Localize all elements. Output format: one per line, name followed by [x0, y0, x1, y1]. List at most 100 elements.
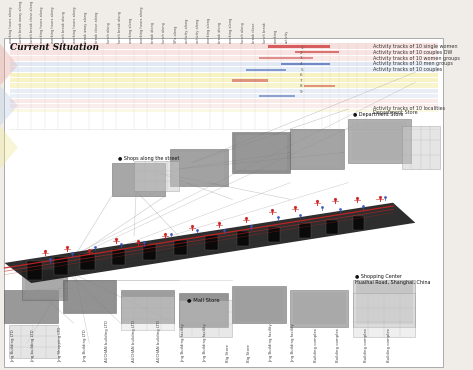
Text: ● Department Store: ● Department Store — [353, 112, 403, 117]
Bar — [10, 94, 438, 98]
Bar — [10, 99, 438, 103]
Bar — [353, 216, 364, 230]
Bar — [10, 61, 438, 66]
Text: Activity tracks of 10 couples: Activity tracks of 10 couples — [373, 67, 442, 72]
Text: lunch break away along: lunch break away along — [19, 1, 24, 43]
Text: Jing Building LTD: Jing Building LTD — [83, 329, 87, 361]
Text: Jing building LTD: Jing building LTD — [32, 329, 35, 361]
Bar — [245, 68, 286, 71]
Polygon shape — [0, 85, 18, 126]
Bar — [236, 135, 287, 170]
Bar — [352, 122, 407, 160]
Text: ● Shops along the street: ● Shops along the street — [118, 156, 180, 161]
Text: SPa along: SPa along — [174, 26, 177, 43]
Bar — [294, 132, 340, 166]
Text: 3: 3 — [300, 57, 303, 61]
Text: Activity tracks of 10 men groups: Activity tracks of 10 men groups — [373, 61, 453, 66]
Text: Jing Building facility: Jing Building facility — [269, 323, 273, 361]
Polygon shape — [4, 203, 415, 283]
Bar — [293, 292, 346, 324]
Bar — [236, 231, 249, 246]
Bar — [112, 249, 125, 265]
Text: 4: 4 — [300, 62, 303, 66]
Text: lunch break close along: lunch break close along — [30, 1, 34, 43]
Text: AUCHAN building LTD: AUCHAN building LTD — [157, 320, 160, 361]
Bar — [268, 227, 280, 242]
Text: working hours along: working hours along — [51, 7, 55, 43]
Bar — [10, 67, 438, 71]
Text: lunch along: lunch along — [106, 23, 111, 43]
Text: 1: 1 — [300, 46, 303, 50]
Bar — [259, 95, 295, 97]
Bar — [7, 292, 55, 321]
Text: AUCHAN building LTD: AUCHAN building LTD — [132, 320, 136, 361]
Bar — [356, 282, 412, 324]
Bar — [179, 300, 232, 337]
Text: working along: working along — [207, 18, 211, 43]
Text: ● Shopping Center
Huaihai Road, Shanghai, China: ● Shopping Center Huaihai Road, Shanghai… — [355, 274, 430, 285]
Text: working hours along: working hours along — [140, 7, 144, 43]
Bar — [10, 109, 438, 112]
Text: Jing Building facility: Jing Building facility — [291, 323, 296, 361]
Text: break away along: break away along — [84, 12, 88, 43]
Text: Department Store: Department Store — [373, 110, 418, 115]
Bar — [304, 85, 335, 87]
Text: break along: break along — [218, 23, 222, 43]
Text: activity along: activity along — [184, 19, 189, 43]
Text: 2: 2 — [300, 51, 303, 55]
Text: Building complex: Building complex — [314, 328, 318, 361]
Text: 8: 8 — [300, 84, 303, 88]
Bar — [62, 280, 116, 313]
Bar — [65, 282, 114, 311]
Text: 5: 5 — [300, 68, 303, 71]
Text: Building complex: Building complex — [386, 328, 391, 361]
Polygon shape — [0, 44, 18, 85]
Text: Activity tracks of 10 single women: Activity tracks of 10 single women — [373, 44, 457, 49]
Bar — [353, 280, 415, 326]
Bar — [348, 119, 411, 162]
Bar — [170, 149, 228, 186]
Text: Jing Building LTD: Jing Building LTD — [11, 329, 16, 361]
Bar — [295, 51, 340, 54]
Text: Building complex: Building complex — [336, 328, 340, 361]
Bar — [235, 288, 283, 321]
Bar — [10, 56, 438, 61]
Bar — [4, 290, 58, 323]
Bar — [10, 104, 438, 108]
Bar — [173, 152, 224, 183]
Bar — [80, 253, 95, 270]
Bar — [299, 223, 311, 238]
Bar — [10, 43, 438, 49]
Text: Big Store: Big Store — [247, 344, 251, 361]
Text: Jing Shopping LTD: Jing Shopping LTD — [58, 326, 62, 361]
Text: ● Mall Store: ● Mall Store — [187, 297, 219, 302]
Bar — [134, 161, 179, 191]
Bar — [179, 293, 228, 326]
Text: working along: working along — [129, 18, 133, 43]
Text: Big Store: Big Store — [226, 344, 230, 361]
Text: working: working — [274, 29, 278, 43]
Text: lunch break along: lunch break along — [62, 11, 66, 43]
Text: working hours along: working hours along — [40, 7, 44, 43]
Text: lunch break along: lunch break along — [118, 11, 122, 43]
Bar — [232, 132, 290, 172]
Bar — [10, 73, 438, 77]
Text: Activity tracks of 10 couples DW: Activity tracks of 10 couples DW — [373, 50, 452, 55]
Text: break along: break along — [151, 23, 155, 43]
Text: 7: 7 — [300, 78, 303, 83]
Bar — [115, 165, 162, 194]
Bar — [10, 78, 438, 82]
Bar — [281, 63, 331, 65]
Bar — [121, 296, 174, 330]
Text: break close: break close — [252, 23, 256, 43]
Text: Activity tracks of 10 women groups: Activity tracks of 10 women groups — [373, 56, 460, 61]
Text: activity along: activity along — [196, 19, 200, 43]
Text: Current Situation: Current Situation — [10, 43, 99, 52]
Bar — [22, 270, 67, 300]
Bar — [205, 235, 218, 250]
Bar — [10, 50, 438, 55]
Bar — [9, 325, 58, 358]
Text: lunch along: lunch along — [240, 23, 245, 43]
Bar — [112, 162, 165, 196]
Bar — [268, 45, 331, 48]
